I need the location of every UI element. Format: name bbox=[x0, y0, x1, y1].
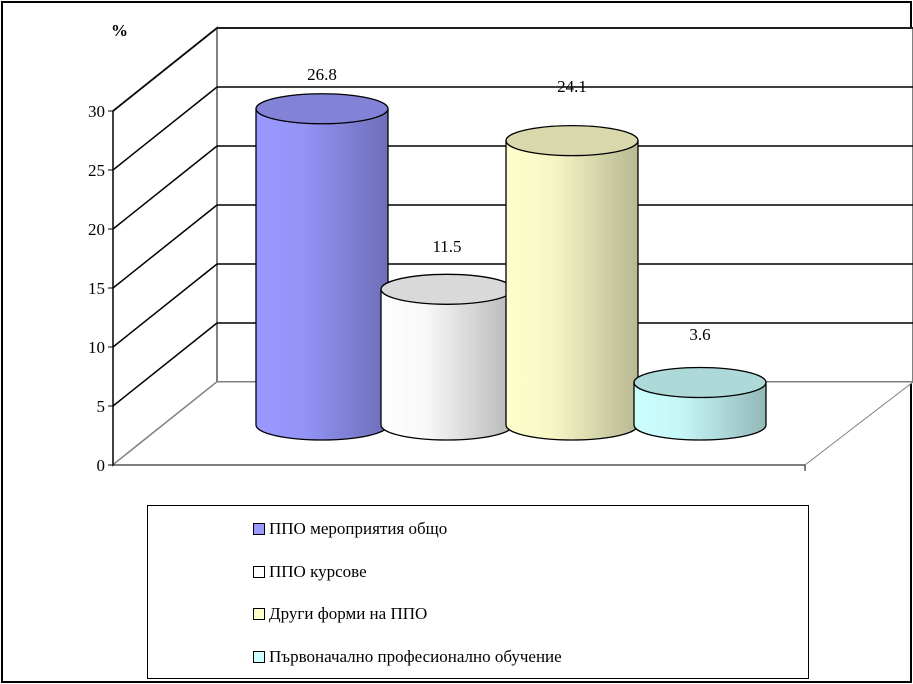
bar-cylinder-body bbox=[380, 288, 514, 441]
data-labels: 26.8 11.5 24.1 3.6 bbox=[307, 65, 711, 344]
legend-label: Първоначално професионално обучение bbox=[269, 647, 562, 666]
data-label: 11.5 bbox=[432, 237, 461, 256]
legend-swatch bbox=[253, 566, 265, 578]
y-tick-label: 15 bbox=[88, 279, 105, 298]
legend-item: ППО курсове bbox=[253, 561, 367, 583]
y-axis-ticks: 0 5 10 15 20 25 30 bbox=[88, 102, 113, 475]
bar-cylinder-top bbox=[255, 93, 389, 125]
data-label: 26.8 bbox=[307, 65, 337, 84]
y-tick-label: 25 bbox=[88, 161, 105, 180]
legend-swatch bbox=[253, 523, 265, 535]
legend-item: ППО мероприятия общо bbox=[253, 518, 447, 540]
y-tick-label: 5 bbox=[97, 397, 106, 416]
legend: ППО мероприятия общо ППО курсове Други фор… bbox=[147, 505, 809, 679]
bar-cylinder-top bbox=[633, 366, 767, 399]
legend-item: Други форми на ППО bbox=[253, 603, 427, 625]
bar-cylinder-body bbox=[633, 381, 767, 441]
data-label: 24.1 bbox=[557, 77, 587, 96]
bars bbox=[255, 93, 767, 441]
legend-label: ППО курсове bbox=[269, 562, 367, 581]
y-tick-label: 0 bbox=[97, 456, 106, 475]
data-label: 3.6 bbox=[689, 325, 710, 344]
y-axis-label: % bbox=[111, 21, 128, 40]
legend-label: Други форми на ППО bbox=[269, 604, 428, 623]
bar-cylinder-top bbox=[505, 124, 639, 157]
bar-cylinder-top bbox=[380, 273, 514, 305]
y-tick-label: 20 bbox=[88, 220, 105, 239]
legend-label: ППО мероприятия общо bbox=[269, 519, 448, 538]
legend-swatch bbox=[253, 651, 265, 663]
legend-item: Първоначално професионално обучение bbox=[253, 646, 562, 668]
y-tick-label: 30 bbox=[88, 102, 105, 121]
bar-cylinder-body bbox=[505, 139, 639, 441]
y-tick-label: 10 bbox=[88, 338, 105, 357]
bar-cylinder-body bbox=[255, 108, 389, 441]
legend-swatch bbox=[253, 608, 265, 620]
